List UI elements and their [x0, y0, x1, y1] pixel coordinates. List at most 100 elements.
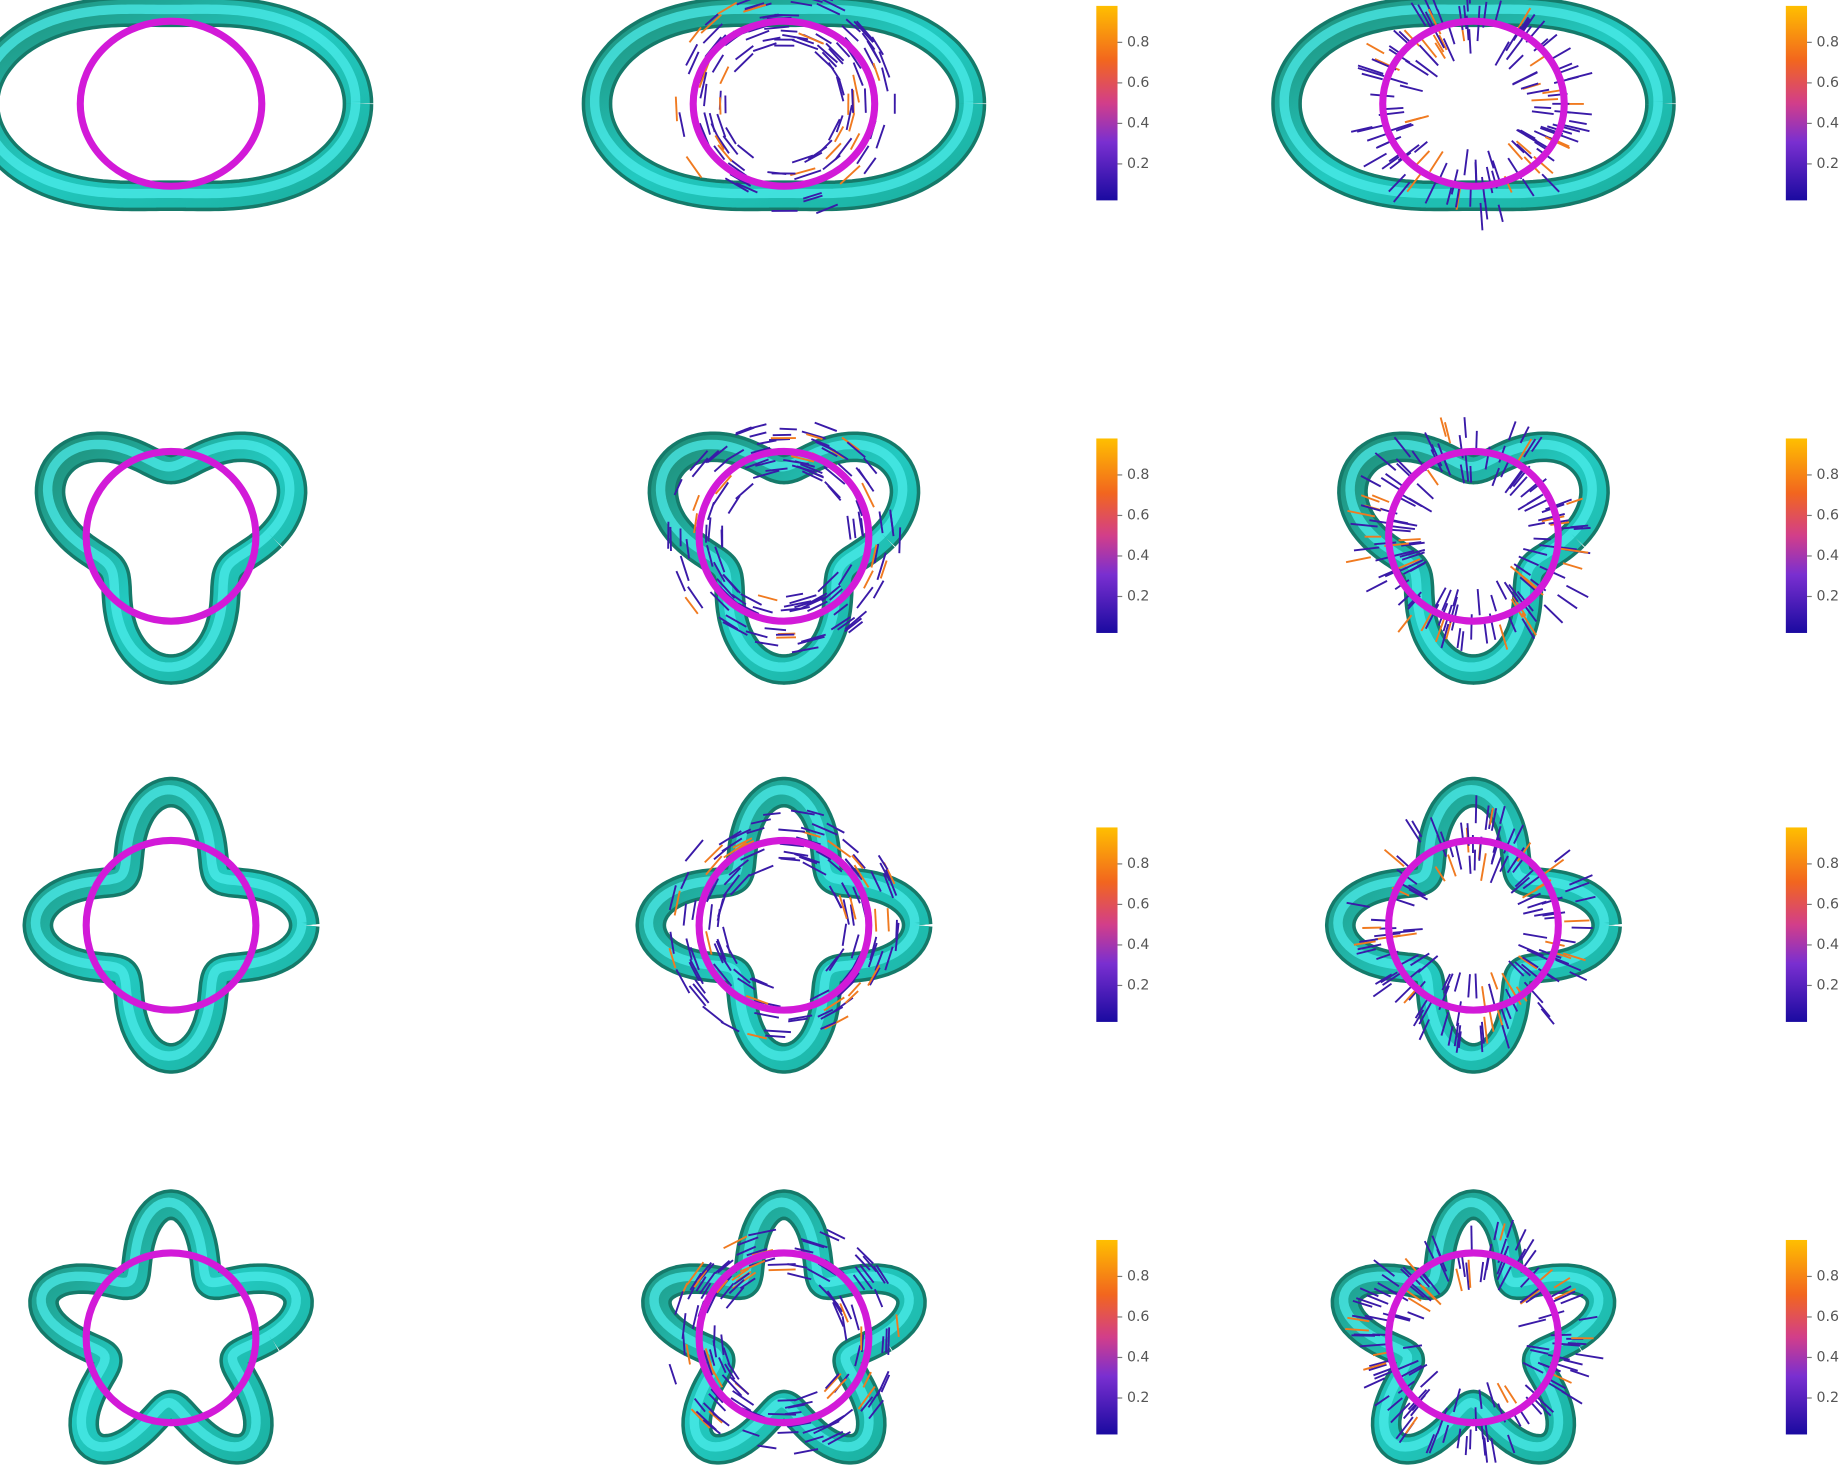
field-arrow	[1464, 417, 1466, 438]
colorbar-tick-label: 0.4	[1816, 1349, 1838, 1365]
knot-panel	[595, 0, 971, 213]
colorbar-tick-label: 0.6	[1816, 75, 1838, 91]
field-arrow	[1357, 125, 1384, 132]
field-arrow	[670, 527, 671, 551]
field-arrow	[1570, 1370, 1589, 1376]
field-arrow	[1559, 135, 1579, 142]
field-arrow	[1399, 539, 1421, 540]
field-arrow	[757, 440, 776, 444]
field-arrow	[781, 31, 798, 32]
field-arrow	[864, 158, 876, 174]
colorbar-tick-label: 0.8	[1816, 467, 1838, 483]
field-arrow	[758, 595, 777, 600]
knot-panel	[1338, 790, 1607, 1059]
field-arrow	[808, 147, 826, 159]
ring	[80, 21, 262, 186]
field-arrow	[710, 113, 715, 132]
field-arrow	[1405, 118, 1421, 122]
knot-tube-shadow	[38, 792, 304, 1058]
field-arrow	[1513, 72, 1537, 84]
colorbar	[1096, 827, 1117, 1021]
field-arrow	[1366, 581, 1387, 592]
colorbar-tick-label: 0.6	[1816, 896, 1838, 912]
field-arrow	[709, 904, 712, 930]
field-arrow	[1532, 111, 1554, 114]
field-arrow	[713, 55, 724, 72]
knot-tube	[651, 792, 917, 1058]
colorbar-tick-label: 0.8	[1816, 856, 1838, 872]
field-arrow	[1470, 1430, 1471, 1450]
knot-panel	[35, 790, 304, 1059]
field-arrow	[815, 423, 837, 431]
ring	[1389, 840, 1559, 1010]
field-arrow	[857, 1248, 873, 1264]
field-arrow	[676, 571, 685, 591]
field-arrow	[1470, 466, 1471, 483]
field-arrow	[723, 136, 737, 155]
field-arrow	[824, 1374, 841, 1392]
colorbar-tick-label: 0.8	[1127, 856, 1149, 872]
colorbar-tick-label: 0.2	[1816, 977, 1838, 993]
knot-panel	[41, 1202, 298, 1449]
field-arrow	[1495, 42, 1509, 66]
field-arrow	[764, 1030, 791, 1032]
field-arrow	[1525, 499, 1549, 511]
field-arrow	[758, 1446, 777, 1449]
field-arrow	[1541, 1009, 1554, 1024]
field-arrow	[685, 840, 703, 861]
field-arrow	[669, 1364, 676, 1384]
field-arrow	[1508, 143, 1522, 159]
colorbar-tick-label: 0.6	[1816, 1309, 1838, 1325]
field-arrow	[1476, 795, 1477, 823]
colorbar-tick-label: 0.8	[1127, 34, 1149, 50]
colorbar	[1786, 438, 1807, 632]
field-arrow	[1400, 85, 1423, 91]
field-arrow	[704, 84, 706, 106]
field-arrow	[718, 899, 723, 921]
field-arrow	[717, 114, 725, 137]
colorbar	[1786, 1240, 1807, 1434]
field-arrow	[769, 1269, 796, 1270]
field-arrow	[1505, 470, 1522, 493]
field-arrow	[753, 43, 776, 51]
field-arrow	[1568, 1343, 1586, 1344]
colorbar-tick-label: 0.2	[1127, 156, 1149, 172]
field-arrow	[1491, 595, 1496, 611]
field-arrow	[865, 88, 866, 112]
knot-tube	[1340, 792, 1606, 1058]
field-arrow	[720, 67, 728, 84]
field-arrow	[1518, 1319, 1545, 1326]
field-arrow	[856, 468, 869, 485]
colorbar-tick-label: 0.2	[1816, 156, 1838, 172]
field-arrow	[843, 924, 846, 946]
field-arrow	[679, 112, 684, 137]
field-arrow	[734, 54, 753, 72]
knot-panel	[654, 1202, 911, 1453]
field-arrow	[1457, 628, 1460, 648]
field-arrow	[1523, 934, 1547, 938]
field-arrow	[1484, 621, 1487, 644]
field-arrow	[745, 424, 767, 430]
colorbar-tick-label: 0.8	[1127, 467, 1149, 483]
field-arrow	[1367, 44, 1385, 54]
field-arrow	[1469, 0, 1470, 4]
field-arrow	[738, 145, 754, 158]
field-arrow	[750, 432, 767, 436]
field-arrow	[1364, 154, 1387, 167]
ring	[699, 840, 869, 1010]
field-arrow	[778, 1432, 799, 1433]
field-arrow	[1569, 121, 1587, 124]
field-arrow	[1528, 523, 1544, 526]
colorbar-tick-label: 0.4	[1127, 115, 1149, 131]
field-arrow	[1440, 163, 1447, 179]
field-arrow	[1464, 149, 1467, 175]
field-arrow	[886, 1329, 887, 1353]
field-arrow	[1441, 417, 1446, 436]
colorbar-tick-label: 0.2	[1127, 1390, 1149, 1406]
field-arrow	[1564, 920, 1589, 921]
field-arrow	[686, 157, 701, 178]
field-arrow	[1430, 151, 1443, 171]
knot-tube-shadow	[1340, 792, 1606, 1058]
colorbar-tick-label: 0.6	[1816, 507, 1838, 523]
field-arrow	[728, 496, 739, 514]
